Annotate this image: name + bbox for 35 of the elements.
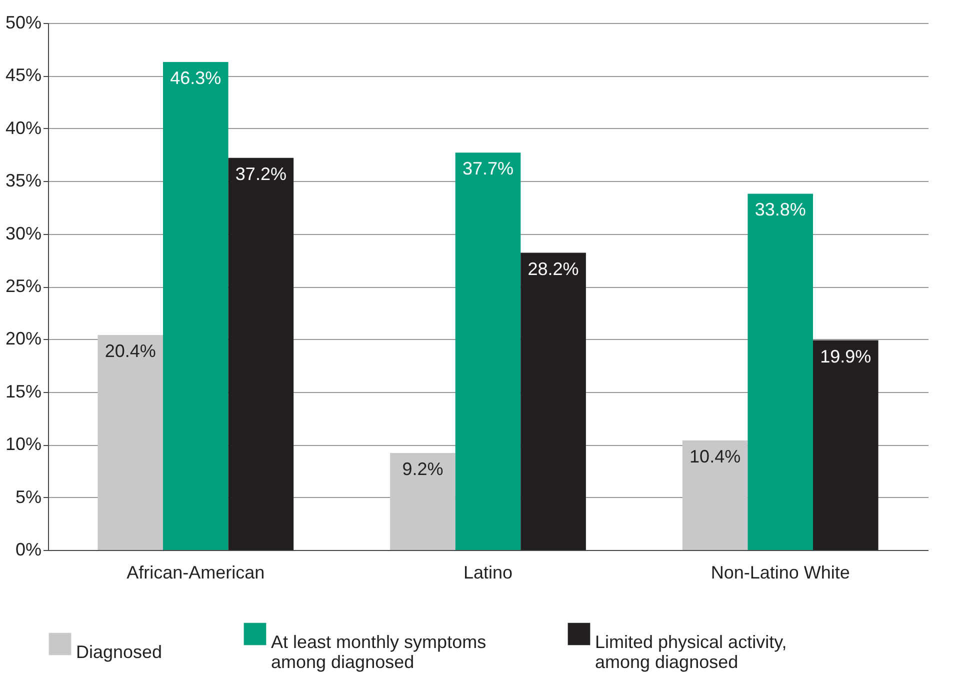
data-label: 20.4% bbox=[104, 340, 156, 361]
y-tick-label: 20% bbox=[5, 328, 42, 349]
y-tick-label: 25% bbox=[5, 276, 42, 296]
y-tick-label: 50% bbox=[5, 12, 42, 32]
data-label: 37.2% bbox=[235, 164, 286, 184]
bar bbox=[682, 440, 748, 550]
y-tick-label: 35% bbox=[5, 170, 42, 191]
y-tick-label: 30% bbox=[5, 223, 42, 244]
data-label: 28.2% bbox=[528, 258, 579, 279]
y-tick-label: 10% bbox=[5, 434, 42, 454]
y-tick-label: 40% bbox=[5, 118, 42, 138]
data-label: 33.8% bbox=[754, 200, 806, 220]
bar bbox=[390, 453, 456, 550]
data-label: 10.4% bbox=[690, 446, 741, 466]
y-tick-label: 15% bbox=[5, 381, 42, 402]
y-tick-label: 0% bbox=[15, 540, 42, 560]
x-tick-label: Non-Latino White bbox=[710, 562, 850, 582]
bar bbox=[228, 158, 294, 550]
x-tick-label: Latino bbox=[463, 562, 513, 582]
bar bbox=[455, 152, 521, 550]
data-label: 37.7% bbox=[462, 158, 514, 179]
data-label: 19.9% bbox=[820, 346, 872, 366]
data-label: 9.2% bbox=[402, 459, 444, 480]
legend-label: At least monthly symptoms among diagnosed bbox=[271, 632, 486, 672]
bar bbox=[748, 194, 814, 550]
x-tick-label: African-American bbox=[126, 562, 265, 582]
bar bbox=[162, 62, 228, 550]
legend-label: Limited physical activity, among diagnosed bbox=[595, 632, 787, 672]
legend-label: Diagnosed bbox=[76, 642, 162, 662]
bar bbox=[520, 252, 586, 550]
bar bbox=[813, 340, 878, 550]
y-tick-label: 5% bbox=[15, 486, 42, 507]
y-tick-label: 45% bbox=[5, 65, 42, 86]
data-label: 46.3% bbox=[170, 68, 222, 88]
bar bbox=[98, 334, 163, 550]
